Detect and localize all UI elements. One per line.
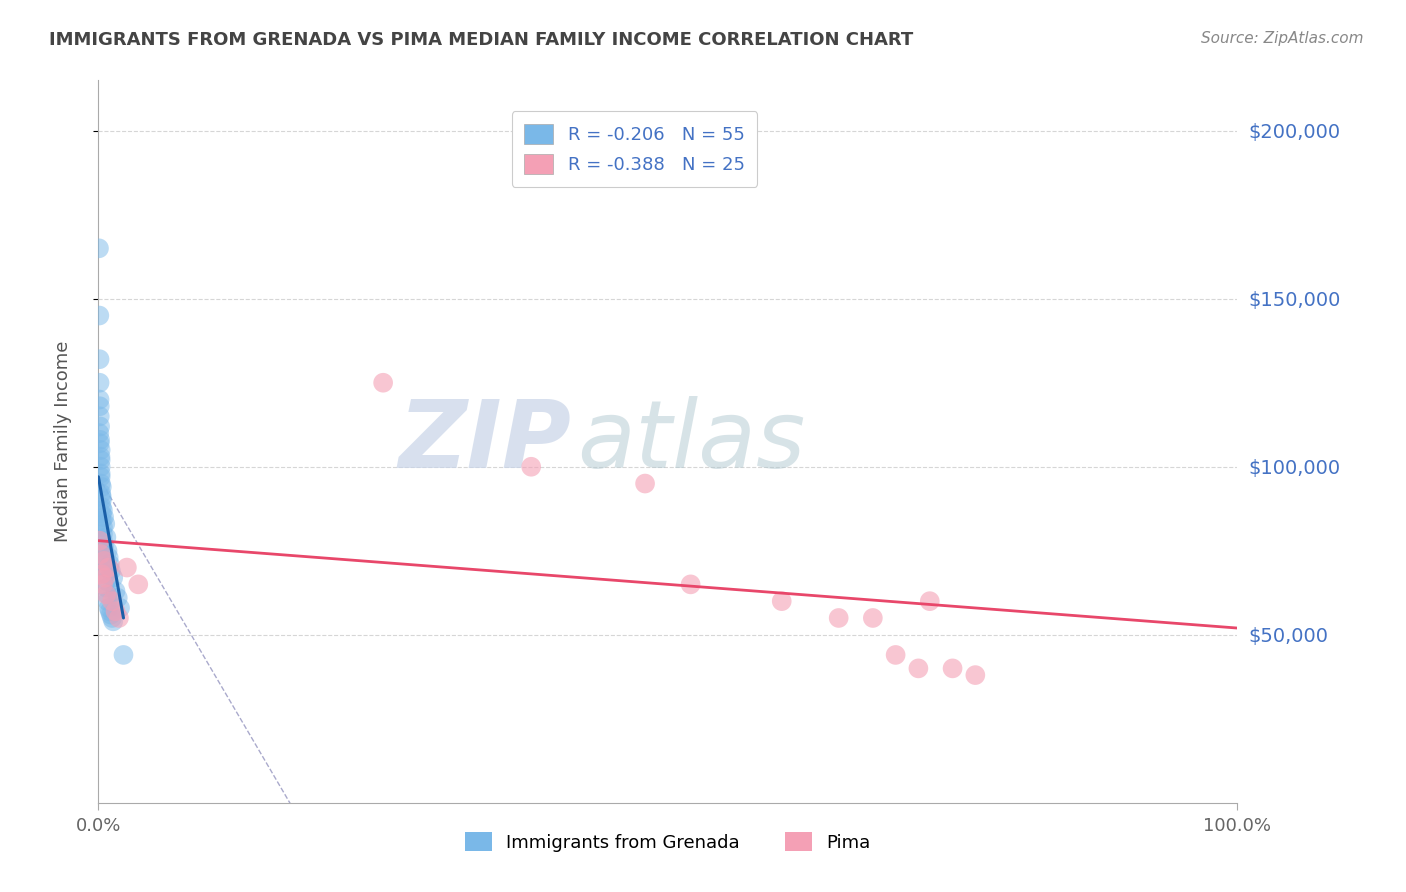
- Point: [89, 392, 111, 407]
- Point: [104, 604, 127, 618]
- Point: [87, 241, 110, 255]
- Point: [108, 611, 131, 625]
- Point: [884, 648, 907, 662]
- Point: [107, 591, 129, 605]
- Point: [91, 527, 114, 541]
- Text: ZIP: ZIP: [398, 395, 571, 488]
- Point: [103, 615, 125, 629]
- Point: [96, 587, 118, 601]
- Point: [97, 600, 120, 615]
- Point: [91, 577, 114, 591]
- Point: [90, 493, 112, 508]
- Point: [96, 574, 118, 588]
- Point: [103, 571, 125, 585]
- Point: [93, 554, 115, 568]
- Point: [94, 567, 117, 582]
- Point: [89, 433, 111, 447]
- Point: [862, 611, 884, 625]
- Point: [90, 486, 112, 500]
- Point: [770, 594, 793, 608]
- Point: [93, 541, 115, 555]
- Point: [100, 607, 122, 622]
- Point: [97, 550, 120, 565]
- Point: [828, 611, 851, 625]
- Point: [96, 581, 118, 595]
- Point: [112, 648, 135, 662]
- Point: [93, 547, 115, 561]
- Point: [89, 399, 111, 413]
- Point: [101, 594, 124, 608]
- Y-axis label: Median Family Income: Median Family Income: [53, 341, 72, 542]
- Point: [97, 560, 120, 574]
- Point: [96, 587, 118, 601]
- Point: [90, 459, 112, 474]
- Point: [907, 661, 929, 675]
- Point: [89, 533, 111, 548]
- Point: [96, 543, 118, 558]
- Point: [89, 409, 111, 424]
- Point: [942, 661, 965, 675]
- Point: [91, 533, 114, 548]
- Point: [89, 309, 111, 323]
- Point: [94, 571, 117, 585]
- Point: [89, 419, 111, 434]
- Point: [90, 476, 112, 491]
- Point: [91, 503, 114, 517]
- Point: [91, 520, 114, 534]
- Point: [520, 459, 543, 474]
- Point: [89, 436, 111, 450]
- Point: [94, 560, 117, 574]
- Point: [90, 514, 112, 528]
- Text: Source: ZipAtlas.com: Source: ZipAtlas.com: [1201, 31, 1364, 46]
- Point: [89, 426, 111, 441]
- Point: [96, 530, 118, 544]
- Point: [918, 594, 941, 608]
- Point: [90, 547, 112, 561]
- Point: [90, 467, 112, 481]
- Point: [115, 560, 138, 574]
- Point: [93, 554, 115, 568]
- Point: [89, 352, 111, 367]
- Point: [98, 558, 121, 572]
- Point: [679, 577, 702, 591]
- Point: [371, 376, 394, 390]
- Text: atlas: atlas: [576, 396, 806, 487]
- Point: [634, 476, 657, 491]
- Point: [94, 516, 117, 531]
- Point: [90, 490, 112, 504]
- Point: [104, 584, 127, 599]
- Legend: Immigrants from Grenada, Pima: Immigrants from Grenada, Pima: [457, 824, 879, 859]
- Point: [89, 376, 111, 390]
- Point: [90, 470, 112, 484]
- Point: [90, 567, 112, 582]
- Point: [90, 453, 112, 467]
- Point: [90, 480, 112, 494]
- Point: [96, 594, 118, 608]
- Point: [100, 564, 122, 578]
- Point: [90, 442, 112, 457]
- Point: [108, 600, 131, 615]
- Point: [101, 611, 124, 625]
- Point: [965, 668, 987, 682]
- Point: [98, 604, 121, 618]
- Point: [90, 500, 112, 514]
- Point: [93, 510, 115, 524]
- Point: [89, 450, 111, 464]
- Text: IMMIGRANTS FROM GRENADA VS PIMA MEDIAN FAMILY INCOME CORRELATION CHART: IMMIGRANTS FROM GRENADA VS PIMA MEDIAN F…: [49, 31, 914, 49]
- Point: [127, 577, 149, 591]
- Point: [90, 507, 112, 521]
